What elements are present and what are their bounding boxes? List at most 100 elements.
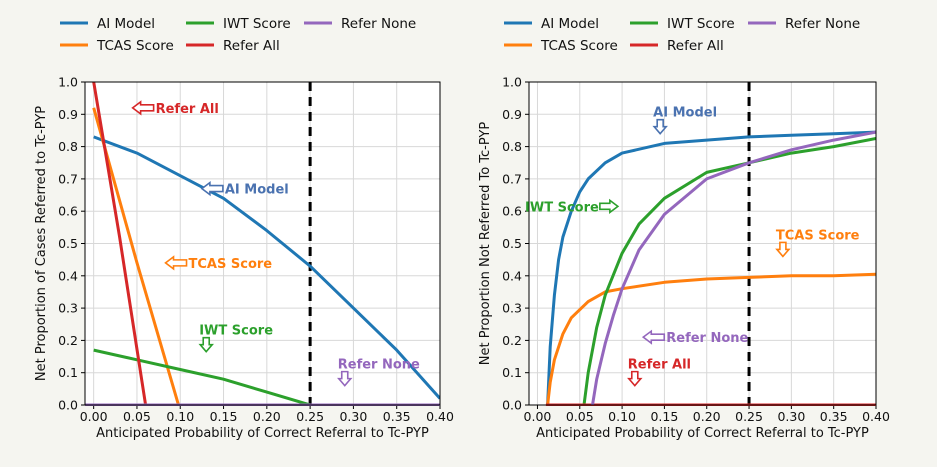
y-tick-label: 0.6: [58, 204, 78, 219]
annotation-label: Refer None: [338, 358, 420, 373]
annotation-label: IWT Score: [525, 200, 599, 215]
x-tick-label: 0.35: [820, 409, 848, 424]
x-tick-label: 0.40: [862, 409, 890, 424]
annotation-arrow-icon: [641, 329, 666, 345]
annotation-arrow-icon: [198, 336, 214, 353]
x-tick-label: 0.25: [735, 409, 763, 424]
y-tick-label: 0.0: [502, 398, 522, 413]
y-axis-label: Net Proportion of Cases Referred to Tc-P…: [34, 106, 49, 381]
annotation-refer-all: Refer All: [131, 100, 219, 117]
legend-label-ai-model: AI Model: [97, 16, 155, 32]
y-tick-label: 1.0: [58, 75, 78, 90]
annotation-label: TCAS Score: [189, 257, 273, 272]
series-line-tcas-score: [546, 272, 876, 406]
x-tick-label: 0.35: [383, 409, 411, 424]
y-tick-label: 0.9: [502, 107, 522, 122]
legend-label-tcas-score: TCAS Score: [540, 38, 618, 54]
axes-frame: [528, 81, 877, 406]
legend-label-iwt-score: IWT Score: [667, 16, 735, 32]
x-tick-label: 0.10: [608, 409, 636, 424]
x-tick-label: 0.40: [426, 409, 454, 424]
y-tick-label: 0.5: [502, 236, 522, 251]
x-tick-label: 0.25: [296, 409, 324, 424]
series-line-ai-model: [93, 135, 440, 400]
x-tick-label: 0.30: [777, 409, 805, 424]
legend-label-iwt-score: IWT Score: [223, 16, 291, 32]
annotation-tcas-score: TCAS Score: [775, 228, 860, 258]
legend-label-refer-none: Refer None: [785, 16, 860, 32]
annotation-arrow-icon: [337, 370, 353, 387]
chart-panel-2: 0.00 0.05 0.10 0.15 0.20 0.25 0.30 0.35 0.40 0.0 0…: [478, 16, 890, 441]
annotation-refer-all: Refer All: [627, 358, 691, 387]
y-tick-label: 0.7: [58, 171, 78, 186]
y-tick-label: 0.6: [502, 204, 522, 219]
annotation-iwt-score: IWT Score: [198, 324, 273, 353]
legend-label-refer-all: Refer All: [667, 38, 724, 54]
y-tick-label: 0.3: [502, 301, 522, 316]
y-tick-label: 0.7: [502, 171, 522, 186]
x-tick-label: 0.20: [693, 409, 721, 424]
y-tick-label: 0.9: [58, 107, 78, 122]
annotation-arrow-icon: [200, 180, 224, 197]
annotation-arrow-icon: [652, 118, 668, 135]
y-tick-label: 0.0: [58, 398, 78, 413]
y-tick-label: 0.4: [502, 268, 522, 283]
annotation-iwt-score: IWT Score: [525, 198, 620, 215]
legend: AI Model TCAS Score IWT Score Refer All Refe…: [60, 16, 416, 54]
legend-label-ai-model: AI Model: [541, 16, 599, 32]
series-line-ai-model: [546, 130, 876, 406]
axes-frame: [84, 81, 441, 406]
chart-panel-1: 0.00 0.05 0.10 0.15 0.20 0.25 0.30 0.35 0.40 0.0 0…: [34, 16, 454, 441]
x-tick-label: 0.00: [524, 409, 552, 424]
x-tick-label: 0.10: [166, 409, 194, 424]
y-tick-label: 0.2: [502, 333, 522, 348]
annotation-label: Refer All: [156, 102, 219, 117]
annotation-label: Refer All: [628, 358, 691, 373]
x-axis-label: Anticipated Probability of Correct Refer…: [96, 426, 429, 441]
annotation-arrow-icon: [627, 370, 643, 387]
x-tick-label: 0.00: [80, 409, 108, 424]
x-tick-label: 0.30: [339, 409, 367, 424]
annotation-label: AI Model: [225, 183, 289, 198]
annotation-label: AI Model: [653, 106, 717, 121]
x-tick-label: 0.05: [123, 409, 151, 424]
annotation-label: TCAS Score: [776, 228, 860, 243]
annotation-arrow-icon: [599, 198, 620, 214]
x-tick-label: 0.15: [650, 409, 678, 424]
x-tick-label: 0.20: [253, 409, 281, 424]
y-tick-label: 0.3: [58, 301, 78, 316]
series-line-iwt-score: [93, 348, 311, 406]
legend-label-tcas-score: TCAS Score: [96, 38, 174, 54]
legend: AI Model TCAS Score IWT Score Refer All Refe…: [504, 16, 860, 54]
annotation-arrow-icon: [164, 255, 188, 271]
y-axis-label: Net Proportion Not Referred To Tc-PYP: [478, 122, 493, 366]
y-tick-label: 0.5: [58, 236, 78, 251]
annotation-refer-none: Refer None: [641, 329, 749, 346]
annotation-arrow-icon: [131, 100, 155, 116]
y-tick-label: 0.8: [502, 139, 522, 154]
annotation-arrow-icon: [775, 241, 791, 258]
y-tick-label: 0.8: [58, 139, 78, 154]
y-tick-label: 0.1: [58, 365, 78, 380]
annotation-label: IWT Score: [199, 324, 273, 339]
series-line-iwt-score: [582, 137, 876, 406]
y-tick-label: 0.4: [58, 268, 78, 283]
legend-label-refer-all: Refer All: [223, 38, 280, 54]
x-tick-label: 0.15: [210, 409, 238, 424]
y-tick-label: 0.2: [58, 333, 78, 348]
y-tick-label: 0.1: [502, 365, 522, 380]
annotation-label: Refer None: [666, 331, 748, 346]
x-tick-label: 0.05: [566, 409, 594, 424]
y-tick-label: 1.0: [502, 75, 522, 90]
x-axis-label: Anticipated Probability of Correct Refer…: [536, 426, 869, 441]
annotation-ai-model: AI Model: [200, 180, 289, 198]
annotation-ai-model: AI Model: [652, 106, 717, 135]
series-group: [545, 82, 876, 406]
series-line-refer-all: [92, 81, 148, 406]
series-line-refer-none: [591, 130, 876, 406]
legend-label-refer-none: Refer None: [341, 16, 416, 32]
annotation-tcas-score: TCAS Score: [164, 255, 273, 272]
annotation-refer-none: Refer None: [337, 358, 420, 387]
